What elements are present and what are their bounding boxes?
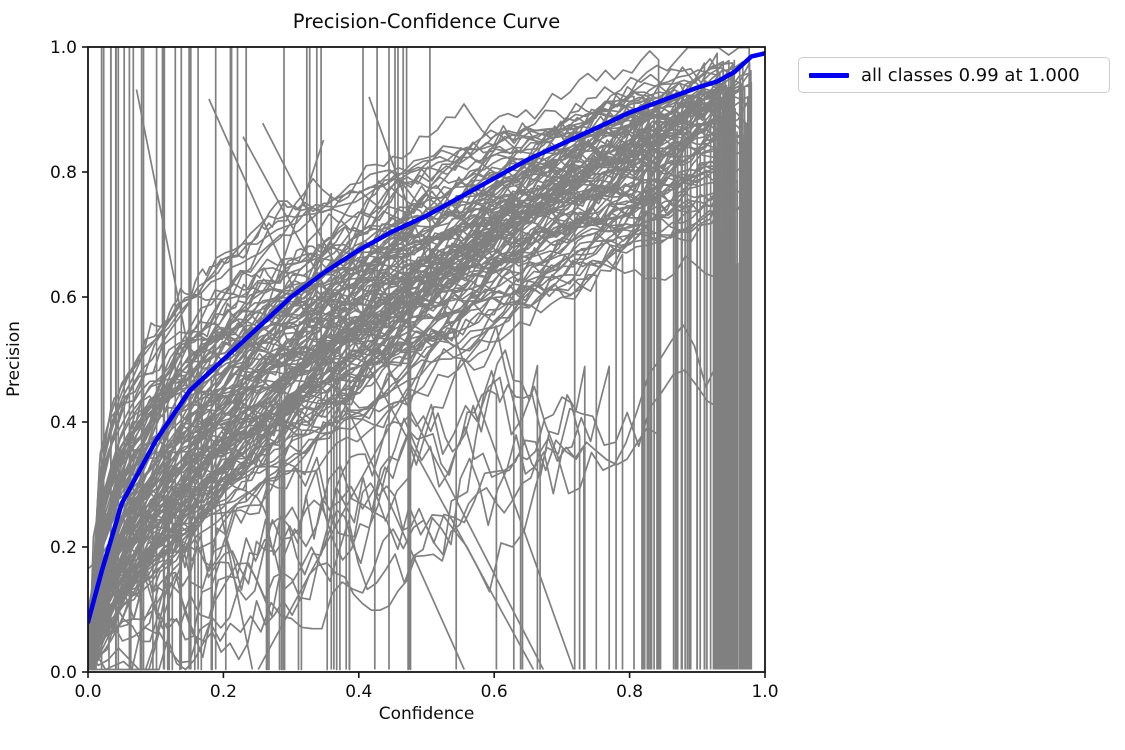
class-curve <box>88 366 732 670</box>
class-curve <box>88 106 724 671</box>
legend-label: all classes 0.99 at 1.000 <box>861 64 1080 86</box>
class-curve <box>93 182 698 670</box>
class-curve <box>88 426 659 671</box>
x-tick-label: 0.6 <box>481 682 508 702</box>
class-curve <box>89 47 719 670</box>
class-curve <box>135 89 254 670</box>
axis-ticks <box>82 46 766 678</box>
class-curve <box>242 136 535 670</box>
x-tick-label: 0.2 <box>210 682 237 702</box>
class-curve <box>92 47 735 670</box>
tick-labels: 0.0 0.2 0.4 0.6 0.8 1.0 0.0 0.2 0.4 0.6 0.8 1.0 <box>50 38 779 702</box>
y-tick-label: 0.6 <box>50 288 77 308</box>
all-classes-curve <box>88 51 765 625</box>
x-axis-label: Confidence <box>378 704 475 724</box>
y-tick-label: 0.0 <box>50 663 77 683</box>
x-tick-label: 0.4 <box>345 682 372 702</box>
class-curve <box>89 47 750 670</box>
class-curve <box>90 143 644 671</box>
y-axis-label: Precision <box>4 321 24 397</box>
chart-title: Precision-Confidence Curve <box>292 10 561 33</box>
class-curve <box>261 122 545 670</box>
y-tick-label: 0.8 <box>50 163 77 183</box>
x-tick-label: 0.8 <box>616 682 643 702</box>
class-curve <box>89 157 734 670</box>
class-curve <box>89 107 643 671</box>
class-curve <box>89 47 751 670</box>
plot-frame <box>87 46 766 673</box>
class-curve <box>91 47 678 670</box>
legend-line-swatch <box>809 72 849 78</box>
class-curve <box>88 325 586 671</box>
class-curve <box>91 124 660 670</box>
class-curve <box>208 98 465 670</box>
class-curve <box>92 154 728 670</box>
class-curve <box>92 148 683 670</box>
class-curve <box>93 93 729 670</box>
class-curve <box>88 104 719 670</box>
x-tick-label: 0.0 <box>74 682 101 702</box>
class-curve <box>88 365 611 670</box>
class-curve <box>257 157 536 670</box>
gray-class-curves <box>88 47 753 671</box>
class-curve <box>92 81 753 670</box>
class-curve <box>368 96 575 670</box>
class-curve <box>144 139 325 670</box>
class-curve <box>88 389 498 670</box>
class-curve <box>94 192 715 670</box>
legend-box: all classes 0.99 at 1.000 <box>798 57 1110 93</box>
x-tick-label: 1.0 <box>751 682 778 702</box>
class-curve <box>88 437 585 670</box>
y-tick-label: 0.2 <box>50 538 77 558</box>
y-tick-label: 1.0 <box>50 38 77 58</box>
class-curve <box>92 149 702 670</box>
class-curve <box>93 47 734 670</box>
class-curve <box>88 349 539 670</box>
y-tick-label: 0.4 <box>50 413 77 433</box>
class-curve <box>91 69 752 670</box>
